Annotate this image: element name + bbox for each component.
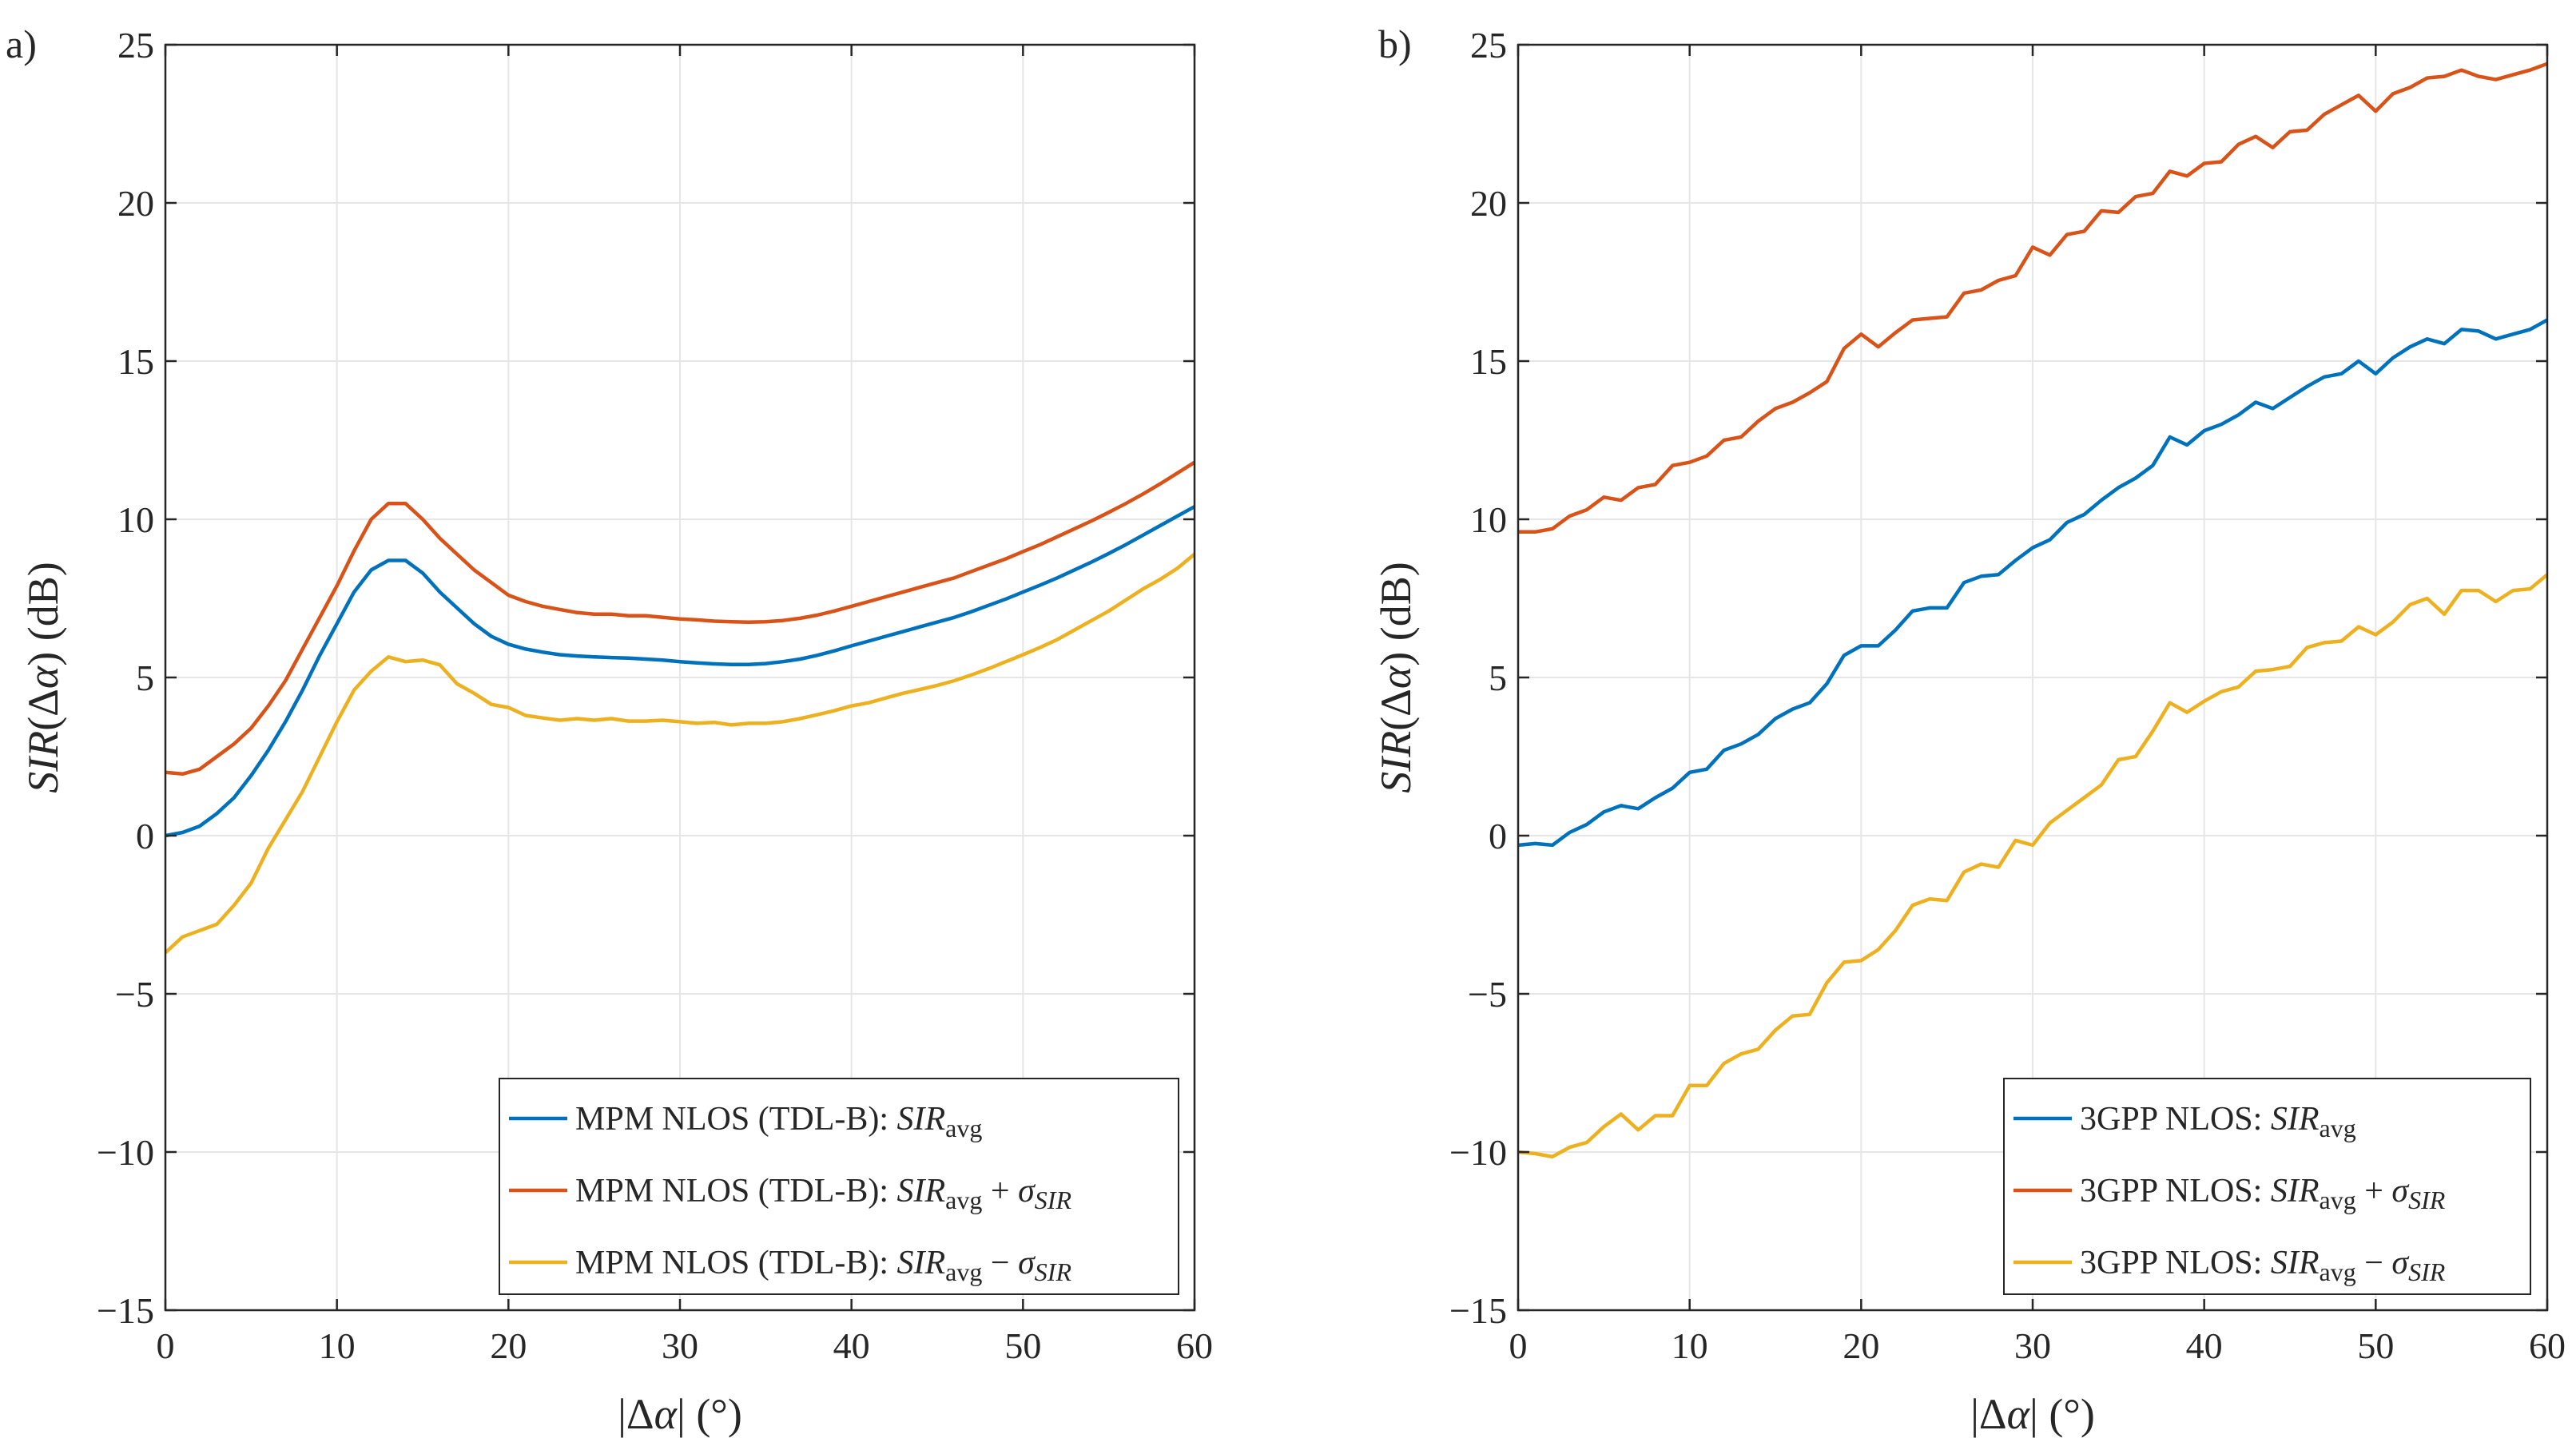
- legend-entry-2: MPM NLOS (TDL-B): SIRavg + σSIR: [575, 1173, 1071, 1214]
- panel-label: b): [1378, 22, 1412, 66]
- y-axis-label: SIR(Δα) (dB): [1372, 562, 1420, 793]
- y-tick-label: 15: [1470, 341, 1507, 382]
- y-axis-label: SIR(Δα) (dB): [19, 562, 67, 793]
- series-line-3: [1517, 573, 2549, 1159]
- x-tick-label: 20: [1843, 1325, 1879, 1366]
- y-tick-label: −5: [1468, 974, 1507, 1015]
- y-tick-label: −10: [97, 1132, 154, 1173]
- y-tick-label: 25: [117, 25, 154, 66]
- x-tick-label: 50: [1004, 1325, 1041, 1366]
- y-tick-label: −10: [1449, 1132, 1507, 1173]
- x-tick-label: 60: [2529, 1325, 2566, 1366]
- y-tick-label: 15: [117, 341, 154, 382]
- y-tick-label: −5: [115, 974, 154, 1015]
- x-axis-label: |Δα| (°): [1970, 1390, 2095, 1438]
- x-tick-label: 20: [490, 1325, 527, 1366]
- series-line-3: [164, 552, 1196, 955]
- legend-entry-2: 3GPP NLOS: SIRavg + σSIR: [2080, 1173, 2446, 1214]
- legend: 3GPP NLOS: SIRavg 3GPP NLOS: SIRavg + σSI…: [2003, 1078, 2531, 1295]
- y-tick-label: 20: [117, 183, 154, 224]
- chart-panel-b: 0 10 20 30 40 50 60 −15 −10 −5 0 5 10 15 20 25 |Δα| (°) S…: [1372, 22, 2566, 1438]
- y-tick-label: −15: [97, 1290, 154, 1331]
- chart-panel-a: 0 10 20 30 40 50 60 −15 −10 −5 0 5 10 15 20 25 |Δα| (°) S…: [6, 22, 1213, 1438]
- series-line-1: [165, 505, 1196, 838]
- x-axis-label: |Δα| (°): [618, 1390, 742, 1438]
- x-tick-label: 60: [1176, 1325, 1213, 1366]
- x-tick-label: 30: [2014, 1325, 2051, 1366]
- legend-entry-3: 3GPP NLOS: SIRavg − σSIR: [2080, 1245, 2446, 1286]
- x-tick-label: 0: [157, 1325, 175, 1366]
- y-tick-label: 5: [1489, 657, 1507, 698]
- x-tick-label: 0: [1509, 1325, 1528, 1366]
- x-tick-label: 10: [1672, 1325, 1708, 1366]
- y-tick-label: 0: [1489, 816, 1507, 856]
- y-tick-label: 0: [136, 816, 154, 856]
- legend-entry-1: MPM NLOS (TDL-B): SIRavg: [575, 1101, 982, 1142]
- legend-entry-1: 3GPP NLOS: SIRavg: [2080, 1101, 2356, 1142]
- y-tick-label: −15: [1449, 1290, 1507, 1331]
- x-tick-label: 10: [319, 1325, 356, 1366]
- y-tick-label: 10: [117, 499, 154, 540]
- y-tick-label: 5: [136, 657, 154, 698]
- series-line-1: [1517, 318, 2549, 848]
- legend: MPM NLOS (TDL-B): SIRavg MPM NLOS (TDL-B)…: [499, 1078, 1179, 1295]
- y-tick-label: 10: [1470, 499, 1507, 540]
- y-tick-label: 25: [1470, 25, 1507, 66]
- x-tick-label: 50: [2357, 1325, 2394, 1366]
- series-line-2: [1518, 62, 2548, 534]
- legend-box: [499, 1078, 1179, 1295]
- x-tick-label: 40: [833, 1325, 870, 1366]
- series-line-2: [165, 460, 1196, 777]
- panel-label: a): [6, 22, 37, 66]
- x-tick-label: 30: [662, 1325, 698, 1366]
- x-tick-label: 40: [2186, 1325, 2223, 1366]
- y-tick-label: 20: [1470, 183, 1507, 224]
- legend-box: [2003, 1078, 2531, 1295]
- legend-entry-3: MPM NLOS (TDL-B): SIRavg − σSIR: [575, 1245, 1071, 1286]
